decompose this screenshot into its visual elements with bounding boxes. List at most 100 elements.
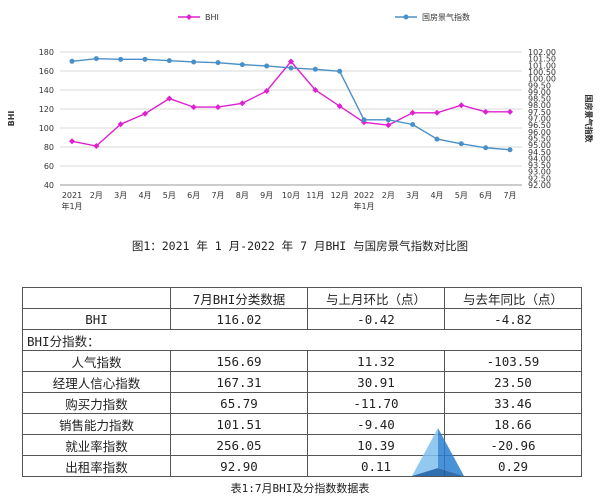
x-tick-label-line: 7月 [211, 191, 224, 200]
data-point-housing-index [410, 121, 416, 127]
data-point-housing-index [458, 141, 464, 147]
table-cell: 167.31 [170, 371, 308, 393]
x-tick-label: 6月 [187, 191, 200, 200]
x-tick-label: 5月 [163, 191, 176, 200]
data-point-bhi [312, 87, 319, 93]
data-point-housing-index [215, 60, 221, 66]
chart-axes: 40 60 80 100 120 140 160 180 92.0092.5093.0093.5… [7, 48, 594, 211]
y-tick-label: 140 [39, 86, 54, 95]
table-row: BHI分指数： [22, 329, 582, 351]
data-point-bhi [166, 95, 173, 102]
table-row-label: 出租率指数 [22, 455, 171, 477]
y2-tick-label: 99.50 [528, 81, 551, 90]
bhi-data-table: 7月BHI分类数据 与上月环比（点） 与去年同比（点） BHI 116.02 -0.… [22, 287, 582, 477]
table-row-label: 就业率指数 [22, 434, 171, 456]
data-point-housing-index [69, 58, 75, 64]
data-point-bhi [263, 87, 270, 94]
table-cell: 11.32 [307, 350, 445, 372]
y2-tick-label: 97.00 [528, 115, 551, 124]
x-tick-label-line: 12月 [331, 191, 349, 200]
series-line-housing-index [71, 57, 511, 151]
y2-tick-label: 100.50 [528, 68, 556, 77]
data-point-bhi [288, 58, 294, 65]
data-point-housing-index [142, 56, 148, 62]
legend-marker [403, 14, 409, 20]
x-tick-label: 10月 [282, 191, 300, 200]
table-cell: 101.51 [170, 413, 308, 435]
x-tick-label-line: 3月 [406, 191, 419, 200]
bhi-vs-housing-index-chart: 40 60 80 100 120 140 160 180 92.0092.5093.0093.5… [7, 12, 594, 211]
data-point-bhi [117, 121, 124, 128]
y-tick-label: 100 [39, 124, 54, 133]
y2-tick-label: 94.00 [528, 154, 551, 163]
table-row-label: 经理人信心指数 [22, 371, 171, 393]
chart-series [69, 56, 513, 153]
table-header-cell: 与上月环比（点） [307, 287, 445, 309]
x-tick-label: 3月 [114, 191, 127, 200]
x-tick-label: 2月 [382, 191, 395, 200]
x-tick-label-line: 2月 [382, 191, 395, 200]
y-axis-title: BHI [7, 111, 16, 127]
x-tick-label: 12月 [331, 191, 349, 200]
data-point-housing-index [337, 68, 343, 74]
data-point-bhi [507, 108, 513, 115]
table-cell: 0.29 [444, 455, 582, 477]
table-row: 就业率指数 256.05 10.39 -20.96 [22, 434, 582, 456]
data-point-bhi [93, 143, 100, 150]
table-body: BHI 116.02 -0.42 -4.82 BHI分指数： 人气指数 156.69 11.3… [22, 308, 582, 477]
table-row: 购买力指数 65.79 -11.70 33.46 [22, 392, 582, 414]
y2-tick-label: 93.00 [528, 168, 551, 177]
data-point-housing-index [507, 147, 513, 153]
x-tick-label: 2022 年1月 [353, 191, 374, 211]
x-tick-label-line: 10月 [282, 191, 300, 200]
x-tick-label-line: 4月 [138, 191, 151, 200]
table-header-row: 7月BHI分类数据 与上月环比（点） 与去年同比（点） [22, 287, 582, 309]
y2-tick-label: 92.00 [528, 181, 551, 190]
x-tick-label: 7月 [503, 191, 516, 200]
data-point-bhi [482, 108, 489, 115]
y2-tick-label: 97.50 [528, 108, 551, 117]
y2-tick-label: 98.50 [528, 95, 551, 104]
data-point-housing-index [166, 58, 172, 64]
y2-axis-title: 国房景气指数 [584, 95, 594, 144]
x-tick-label-line: 4月 [430, 191, 443, 200]
x-tick-label: 3月 [406, 191, 419, 200]
x-tick-label: 7月 [211, 191, 224, 200]
table-cell: -4.82 [444, 308, 582, 330]
data-point-bhi [458, 102, 465, 109]
data-point-bhi [239, 100, 246, 107]
data-point-housing-index [288, 65, 294, 71]
y-tick-label: 180 [39, 48, 54, 57]
y-tick-label: 80 [44, 143, 54, 152]
table-row-label: 购买力指数 [22, 392, 171, 414]
x-tick-label: 11月 [306, 191, 324, 200]
x-tick-label-line: 7月 [503, 191, 516, 200]
legend-marker [186, 14, 192, 20]
data-point-housing-index [191, 59, 197, 65]
x-tick-label-line: 11月 [306, 191, 324, 200]
table-cell: 0.11 [307, 455, 445, 477]
data-point-bhi [336, 103, 343, 110]
data-point-housing-index [118, 56, 124, 62]
y2-tick-label: 102.00 [528, 48, 556, 57]
watermark-logo [412, 428, 464, 476]
table-cell: 23.50 [444, 371, 582, 393]
chart-legend: BHI 国房景气指数 [178, 12, 470, 22]
table-cell: -11.70 [307, 392, 445, 414]
table-cell: -103.59 [444, 350, 582, 372]
table-cell: -0.42 [307, 308, 445, 330]
x-tick-label-line: 3月 [114, 191, 127, 200]
x-tick-label: 4月 [430, 191, 443, 200]
x-tick-label-line: 年1月 [353, 201, 374, 211]
data-point-housing-index [264, 63, 270, 69]
x-tick-label-line: 5月 [455, 191, 468, 200]
x-tick-label-line: 9月 [260, 191, 273, 200]
y2-tick-label: 98.00 [528, 101, 551, 110]
table-row: 销售能力指数 101.51 -9.40 18.66 [22, 413, 582, 435]
x-tick-label: 9月 [260, 191, 273, 200]
table-row: 经理人信心指数 167.31 30.91 23.50 [22, 371, 582, 393]
y-tick-label: 160 [39, 67, 54, 76]
table-row-label: BHI [22, 308, 171, 330]
legend-label: 国房景气指数 [422, 12, 470, 22]
x-tick-label: 4月 [138, 191, 151, 200]
